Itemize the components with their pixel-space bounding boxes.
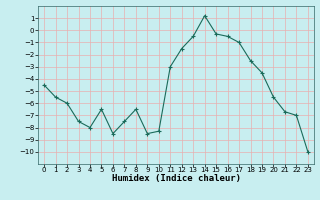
X-axis label: Humidex (Indice chaleur): Humidex (Indice chaleur) xyxy=(111,174,241,183)
